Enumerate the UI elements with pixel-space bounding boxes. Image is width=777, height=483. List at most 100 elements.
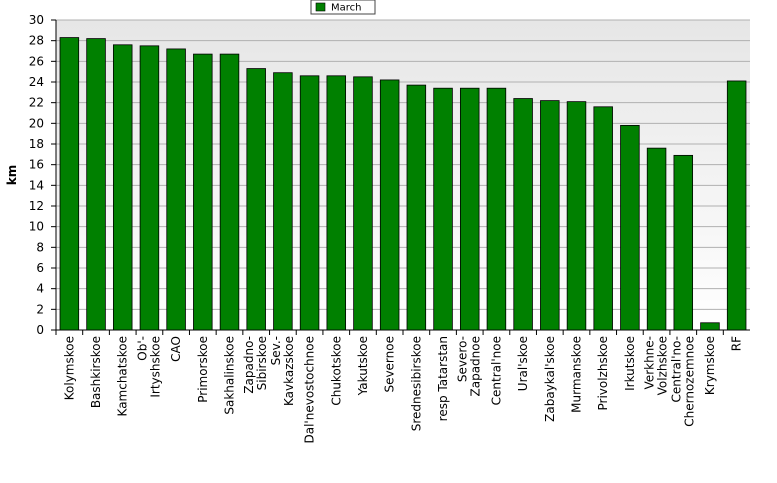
x-tick-label: Bashkirskoe xyxy=(89,336,103,408)
x-tick-label-line: Irtyshskoe xyxy=(148,336,162,398)
bar xyxy=(353,76,373,331)
legend-box xyxy=(310,0,376,15)
x-tick-label-line: Zapadnoe xyxy=(469,336,483,397)
x-tick-label-line: Kavkazskoe xyxy=(282,336,296,406)
x-tick-label-line: Primorskoe xyxy=(196,336,210,403)
bar xyxy=(540,100,560,331)
x-tick-label: Yakutskoe xyxy=(356,336,370,396)
x-tick-label: Sev.-Kavkazskoe xyxy=(269,336,296,406)
legend: March xyxy=(310,0,376,15)
bar xyxy=(86,38,106,331)
x-tick-label-line: resp Tatarstan xyxy=(436,336,450,421)
legend-label: March xyxy=(331,3,361,14)
y-tick-label: 8 xyxy=(36,240,44,254)
legend-swatch xyxy=(315,2,326,12)
bar xyxy=(139,45,160,331)
bar xyxy=(486,87,507,331)
bar xyxy=(513,98,533,331)
x-tick-label-line: CAO xyxy=(169,336,183,362)
x-tick-label: Chukotskoe xyxy=(329,336,343,406)
y-tick-label: 16 xyxy=(29,158,44,172)
x-tick-label-line: Chernozemnoe xyxy=(682,336,696,427)
x-tick-label-line: Ural'skoe xyxy=(516,336,530,391)
bar xyxy=(379,79,400,331)
x-tick-label-line: Yakutskoe xyxy=(356,336,370,396)
y-tick-label: 14 xyxy=(29,178,44,192)
x-tick-label: Primorskoe xyxy=(196,336,210,403)
x-tick-label: Verkhne-Volzhskoe xyxy=(643,336,670,395)
bar xyxy=(726,80,747,331)
x-tick-label: Sakhalinskoe xyxy=(223,336,237,415)
y-tick-label: 18 xyxy=(29,137,44,151)
y-tick-label: 12 xyxy=(29,199,44,213)
bar xyxy=(593,106,613,331)
x-tick-label: Zabaykal'skoe xyxy=(543,336,557,422)
bar xyxy=(700,322,720,331)
x-tick-label-line: Sakhalinskoe xyxy=(223,336,237,415)
x-tick-label-line: Central'no- xyxy=(669,336,683,403)
y-tick-label: 6 xyxy=(36,261,44,275)
x-tick-label: Zapadno-Sibirskoe xyxy=(242,336,269,394)
x-tick-label-line: Chukotskoe xyxy=(329,336,343,406)
y-tick-label: 26 xyxy=(29,54,44,68)
x-tick-label-line: Privolzhskoe xyxy=(596,336,610,410)
x-tick-label-line: Sev.- xyxy=(269,336,283,365)
y-tick-label: 20 xyxy=(29,116,44,130)
y-tick-label: 24 xyxy=(29,75,44,89)
x-tick-label-line: Sibirskoe xyxy=(255,336,269,390)
x-tick-label: Ural'skoe xyxy=(516,336,530,391)
bar xyxy=(166,48,186,331)
x-tick-label-line: Kolymskoe xyxy=(62,336,76,400)
bar xyxy=(299,75,320,331)
x-tick-label-line: Irkutskoe xyxy=(623,336,637,391)
x-tick-label-line: RF xyxy=(730,336,744,351)
x-tick-label-line: Volzhskoe xyxy=(656,336,670,395)
bar xyxy=(193,53,213,331)
x-tick-label: Central'no-Chernozemnoe xyxy=(669,336,696,427)
x-tick-label: Murmanskoe xyxy=(570,336,584,413)
x-tick-label-line: Murmanskoe xyxy=(570,336,584,413)
x-tick-label: Ob'-Irtyshskoe xyxy=(135,336,162,398)
x-tick-label: RF xyxy=(730,336,744,351)
x-tick-label-line: Central'noe xyxy=(489,336,503,405)
x-tick-label-line: Ob'- xyxy=(135,336,149,361)
bar xyxy=(273,72,293,331)
x-tick-label: Krymskoe xyxy=(703,336,717,395)
x-tick-label-line: Krymskoe xyxy=(703,336,717,395)
bar xyxy=(59,37,80,331)
x-tick-label: Central'noe xyxy=(489,336,503,405)
bar xyxy=(459,87,480,331)
x-tick-label: Srednesibirskoe xyxy=(409,336,423,431)
bar xyxy=(433,87,453,331)
bar xyxy=(406,84,427,331)
y-tick-label: 0 xyxy=(36,323,44,337)
bar xyxy=(246,68,266,331)
y-tick-label: 30 xyxy=(29,13,44,27)
x-tick-label-line: Srednesibirskoe xyxy=(409,336,423,431)
x-tick-label-line: Kamchatskoe xyxy=(116,336,130,416)
y-tick-label: 4 xyxy=(36,282,44,296)
x-tick-label: CAO xyxy=(169,336,183,362)
y-tick-label: 28 xyxy=(29,34,44,48)
bar xyxy=(566,101,587,331)
x-tick-label: Severo-Zapadnoe xyxy=(456,336,483,397)
x-tick-label-line: Severo- xyxy=(456,336,470,382)
x-tick-label-line: Severnoe xyxy=(383,336,397,393)
x-tick-label: Severnoe xyxy=(383,336,397,393)
x-tick-label: Dal'nevostochnoe xyxy=(303,336,317,444)
x-tick-label-line: Zapadno- xyxy=(242,336,256,394)
x-tick-label: Irkutskoe xyxy=(623,336,637,391)
x-tick-label-line: Dal'nevostochnoe xyxy=(303,336,317,444)
y-tick-label: 22 xyxy=(29,96,44,110)
bar xyxy=(673,154,694,331)
x-tick-label: Kamchatskoe xyxy=(116,336,130,416)
y-axis-label: km xyxy=(5,165,19,185)
bar xyxy=(219,53,240,331)
x-tick-label-line: Bashkirskoe xyxy=(89,336,103,408)
y-tick-label: 10 xyxy=(29,220,44,234)
x-tick-label: resp Tatarstan xyxy=(436,336,450,421)
plot-area xyxy=(56,20,750,330)
x-tick-label: Kolymskoe xyxy=(62,336,76,400)
x-tick-label-line: Verkhne- xyxy=(643,336,657,389)
